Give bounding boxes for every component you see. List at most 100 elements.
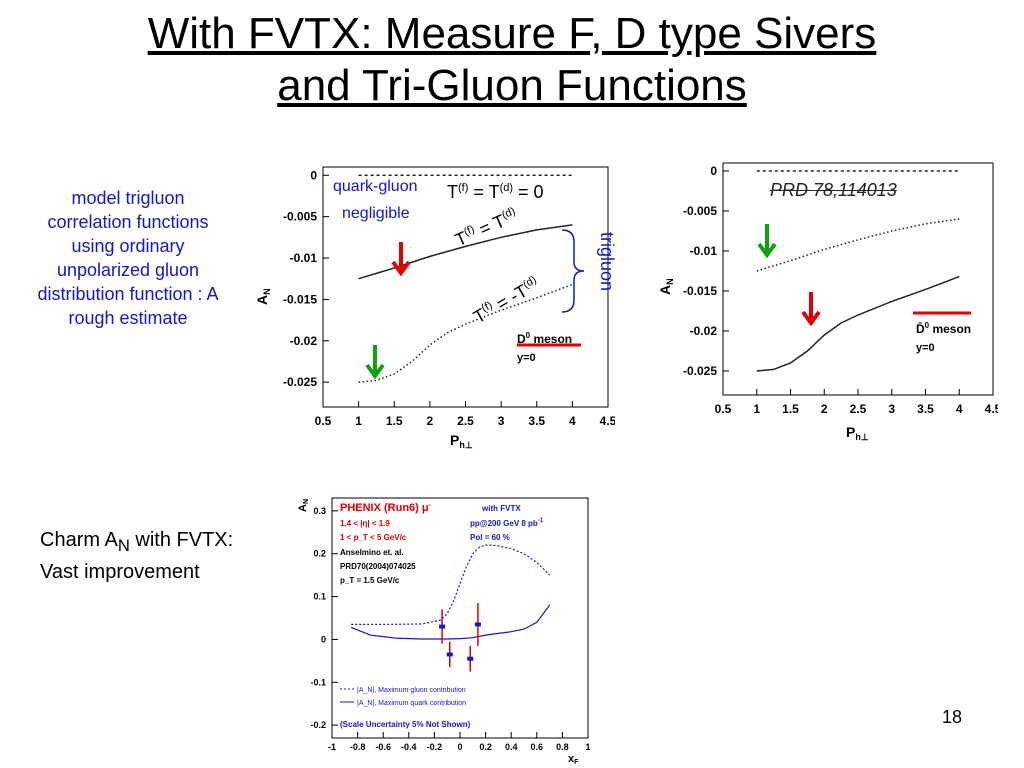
green-arrow-icon xyxy=(365,345,385,379)
anselmino-label: Anselmino et. al. xyxy=(340,548,404,557)
red-arrow-icon xyxy=(391,242,411,276)
x-tick-label: 1 xyxy=(585,742,590,752)
prd-reference: PRD 78,114013 xyxy=(770,180,897,200)
x-tick-label: 0 xyxy=(457,742,462,752)
red-arrow-icon xyxy=(801,292,821,326)
note-line: model trigluon xyxy=(71,188,185,208)
charm-line-1: Charm AN with FVTX: xyxy=(40,527,233,559)
series-line-solid xyxy=(350,604,551,640)
x-tick-label: -0.8 xyxy=(350,742,366,752)
y-axis-label: AN xyxy=(297,499,310,512)
charm-text-post: with FVTX: xyxy=(129,529,234,551)
pt-label: 1 < p_T < 5 GeV/c xyxy=(340,533,407,542)
series-group xyxy=(358,174,573,383)
axis-ticks: 0.5 1 1.5 2 2.5 3 3.5 4 4.5 0 -0.005 -0.01 -0.015 -0.… xyxy=(683,164,998,416)
note-line: correlation functions xyxy=(47,212,209,232)
axis-ticks: -1 -0.8 -0.6 -0.4 -0.2 0 0.2 0.4 0.6 0.8 1 -0.2 -0.1… xyxy=(310,506,590,752)
x-tick-label: 1.5 xyxy=(782,402,799,416)
legend-sublabel: y=0 xyxy=(916,342,935,354)
page-number: 18 xyxy=(942,707,963,727)
legend-sublabel: y=0 xyxy=(517,352,536,364)
x-tick-label: 1 xyxy=(355,414,362,428)
y-tick-label: -0.02 xyxy=(690,324,718,338)
x-tick-label: 2 xyxy=(821,402,828,416)
note-line: unpolarized gluon xyxy=(56,260,200,280)
y-tick-label: 0 xyxy=(321,634,326,644)
phenix-label: PHENIX (Run6) μ- xyxy=(340,502,432,514)
legend-quark-label: |A_N|, Maximum quark contribution xyxy=(357,700,466,707)
x-tick-label: 3.5 xyxy=(528,414,545,428)
series-line-dashed xyxy=(351,544,551,625)
x-tick-label: 4.5 xyxy=(600,414,615,428)
axis-ticks: 0.5 1 1.5 2 2.5 3 3.5 4 4.5 0 -0.005 -0.01 -0.015 -0.… xyxy=(283,168,615,428)
charm-line-2: Vast improvement xyxy=(40,561,200,583)
y-tick-label: -0.005 xyxy=(683,204,717,218)
chart-d-meson: 0.5 1 1.5 2 2.5 3 3.5 4 4.5 0 -0.005 -0.01 -0.015 -0.… xyxy=(255,166,615,450)
title-line-2: and Tri-Gluon Functions xyxy=(277,61,747,110)
pp-label: pp@200 GeV 8 pb-1 xyxy=(470,518,544,528)
x-tick-label: 3.5 xyxy=(917,402,934,416)
x-tick-label: 3 xyxy=(888,402,895,416)
x-tick-label: 0.5 xyxy=(715,402,732,416)
y-tick-label: 0.1 xyxy=(313,592,326,602)
pt15-label: p_T = 1.5 GeV/c xyxy=(340,576,400,585)
pol-label: Pol = 60 % xyxy=(470,533,510,542)
series-line-dotted xyxy=(358,283,573,383)
y-tick-label: 0 xyxy=(310,168,317,182)
x-tick-label: 4 xyxy=(569,414,576,428)
x-tick-label: 4.5 xyxy=(985,402,998,416)
y-tick-label: -0.015 xyxy=(283,292,317,306)
charm-note: Charm AN with FVTX: Vast improvement xyxy=(40,527,233,585)
y-tick-label: -0.015 xyxy=(683,284,717,298)
y-tick-label: 0 xyxy=(710,164,717,178)
x-tick-label: -0.4 xyxy=(401,742,417,752)
charm-text: Charm A xyxy=(40,529,118,551)
chart-phenix-an: -1 -0.8 -0.6 -0.4 -0.2 0 0.2 0.4 0.6 0.8 1 -0.2 -0.1… xyxy=(297,497,591,766)
y-tick-label: -0.005 xyxy=(283,210,317,224)
chart-dbar-meson: 0.5 1 1.5 2 2.5 3 3.5 4 4.5 0 -0.005 -0.01 -0.015 -0.… xyxy=(657,162,998,442)
prd-label: PRD70(2004)074025 xyxy=(340,562,416,571)
note-line: rough estimate xyxy=(68,308,188,328)
with-fvtx-label: with FVTX xyxy=(481,504,521,513)
y-tick-label: -0.02 xyxy=(290,334,318,348)
eta-label: 1.4 < |η| < 1.9 xyxy=(340,519,390,528)
legend-label: D0 meson xyxy=(517,331,572,346)
series-line-dotted xyxy=(756,218,960,272)
series-group xyxy=(350,544,551,672)
y-tick-label: -0.1 xyxy=(310,677,326,687)
slide-title: With FVTX: Measure F, D type Sivers and … xyxy=(0,8,1024,112)
legend-label: D̄0 meson xyxy=(916,321,971,336)
data-point xyxy=(467,656,474,661)
x-axis-label: xF xyxy=(568,753,579,766)
y-tick-label: 0.2 xyxy=(313,549,326,559)
x-tick-label: 1 xyxy=(753,402,760,416)
x-axis-label: Ph⊥ xyxy=(450,432,473,450)
charm-sub: N xyxy=(117,536,130,555)
y-axis-label: AN xyxy=(255,288,272,305)
note-line: distribution function : A xyxy=(37,284,219,304)
x-tick-label: 3 xyxy=(498,414,505,428)
x-tick-label: -0.6 xyxy=(375,742,391,752)
x-tick-label: 0.5 xyxy=(315,414,332,428)
title-line-1: With FVTX: Measure F, D type Sivers xyxy=(147,9,877,58)
x-tick-label: 0.6 xyxy=(531,742,544,752)
data-point xyxy=(474,622,481,627)
x-axis-label: Ph⊥ xyxy=(846,424,869,442)
x-tick-label: 2.5 xyxy=(850,402,867,416)
y-tick-label: 0.3 xyxy=(313,506,326,516)
note-line: using ordinary xyxy=(71,236,185,256)
negligible-label: negligible xyxy=(342,205,410,222)
x-tick-label: -1 xyxy=(328,742,336,752)
x-tick-label: 0.8 xyxy=(556,742,569,752)
equation-zero: T(f) = T(d) = 0 xyxy=(447,182,544,202)
x-tick-label: 0.4 xyxy=(505,742,518,752)
series-line-solid xyxy=(756,275,960,372)
x-tick-label: 2.5 xyxy=(457,414,474,428)
quark-gluon-label: quark-gluon xyxy=(333,178,418,195)
green-arrow-icon xyxy=(757,224,777,258)
x-tick-label: -0.2 xyxy=(427,742,443,752)
trigluon-model-note: model trigluon correlation functions usi… xyxy=(8,186,248,330)
x-tick-label: 2 xyxy=(427,414,434,428)
y-tick-label: -0.2 xyxy=(310,720,326,730)
scale-uncertainty-label: (Scale Uncertainty 5% Not Shown) xyxy=(340,720,471,729)
